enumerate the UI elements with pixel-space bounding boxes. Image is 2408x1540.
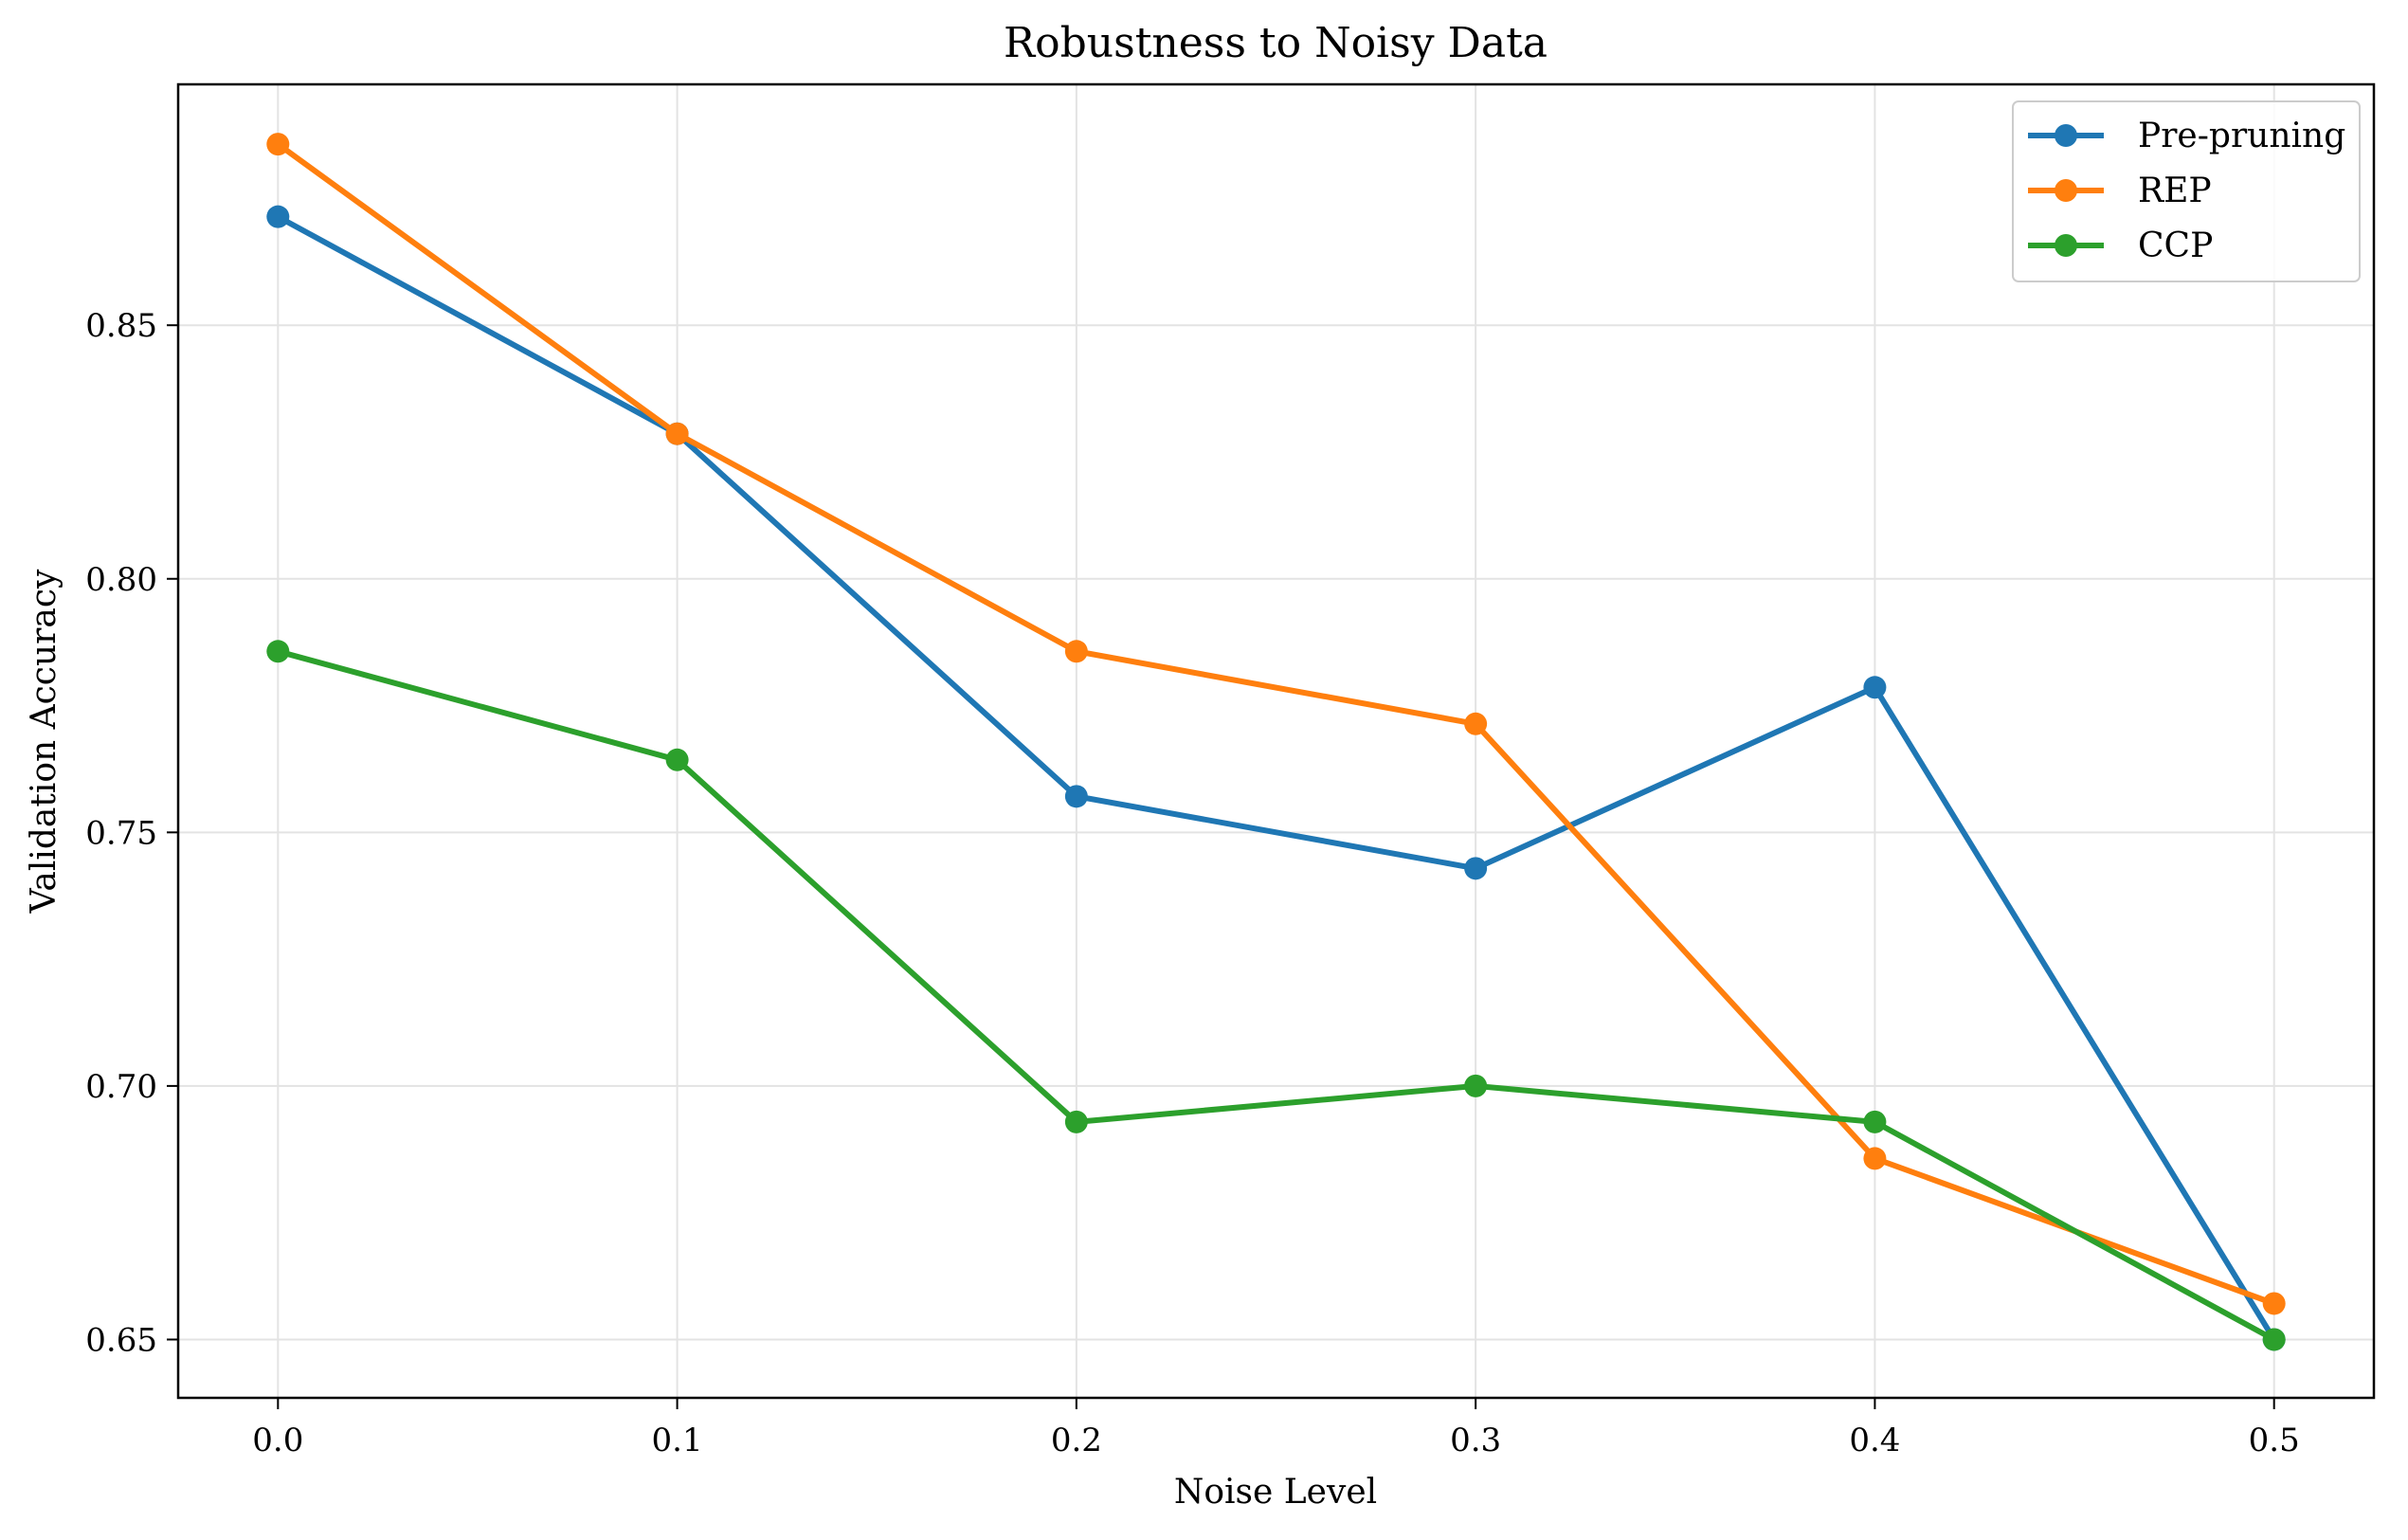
data-point — [1064, 785, 1088, 808]
y-axis-label: Validation Accuracy — [25, 569, 63, 914]
data-point — [266, 205, 290, 228]
data-point — [1464, 712, 1488, 735]
series-rep — [266, 133, 2286, 1315]
data-point — [665, 748, 689, 771]
axis-ticks: 0.0 0.1 0.2 0.3 0.4 0.5 0.65 0.70 0.75 0.80 0.85 — [85, 307, 2299, 1459]
series — [266, 133, 2286, 1351]
x-tick-label: 0.2 — [1051, 1422, 1102, 1459]
series-line — [276, 214, 2277, 1342]
data-point — [1863, 676, 1887, 699]
series-line — [276, 141, 2275, 1307]
legend-item: Pre-pruning — [2028, 117, 2345, 155]
legend-item: REP — [2028, 172, 2212, 210]
y-tick-label: 0.80 — [85, 561, 157, 599]
x-axis-label: Noise Level — [1174, 1473, 1377, 1512]
x-tick-label: 0.1 — [652, 1422, 703, 1459]
legend-item: CCP — [2028, 226, 2213, 265]
data-point — [1863, 1147, 1887, 1170]
series-line — [277, 648, 2276, 1343]
x-tick-label: 0.5 — [2249, 1422, 2300, 1459]
data-point — [1464, 1074, 1488, 1097]
legend-label: CCP — [2138, 226, 2213, 265]
data-point — [1064, 640, 1088, 663]
data-point — [665, 422, 689, 445]
data-point — [266, 133, 290, 156]
data-point — [2262, 1328, 2286, 1351]
legend-label: Pre-pruning — [2138, 117, 2345, 155]
x-tick-label: 0.4 — [1849, 1422, 1900, 1459]
y-tick-label: 0.85 — [85, 307, 157, 345]
legend-label: REP — [2138, 172, 2212, 210]
legend-swatch-marker — [2055, 124, 2077, 147]
data-point — [1863, 1110, 1887, 1133]
x-tick-label: 0.0 — [252, 1422, 303, 1459]
x-tick-label: 0.3 — [1450, 1422, 1501, 1459]
data-point — [1464, 857, 1488, 880]
y-tick-label: 0.70 — [85, 1068, 157, 1106]
grid — [178, 84, 2374, 1398]
legend-swatch-marker — [2055, 179, 2077, 202]
data-point — [2262, 1292, 2286, 1315]
data-point — [266, 640, 290, 663]
chart-title: Robustness to Noisy Data — [1004, 19, 1548, 67]
plot-frame — [176, 82, 2376, 1400]
legend-swatch-marker — [2055, 234, 2077, 257]
series-ccp — [266, 640, 2286, 1351]
y-tick-label: 0.65 — [85, 1321, 157, 1359]
legend-box — [2012, 100, 2361, 282]
y-tick-label: 0.75 — [85, 814, 157, 852]
legend: Pre-pruning REP CCP — [2012, 100, 2361, 282]
data-point — [1064, 1110, 1088, 1133]
